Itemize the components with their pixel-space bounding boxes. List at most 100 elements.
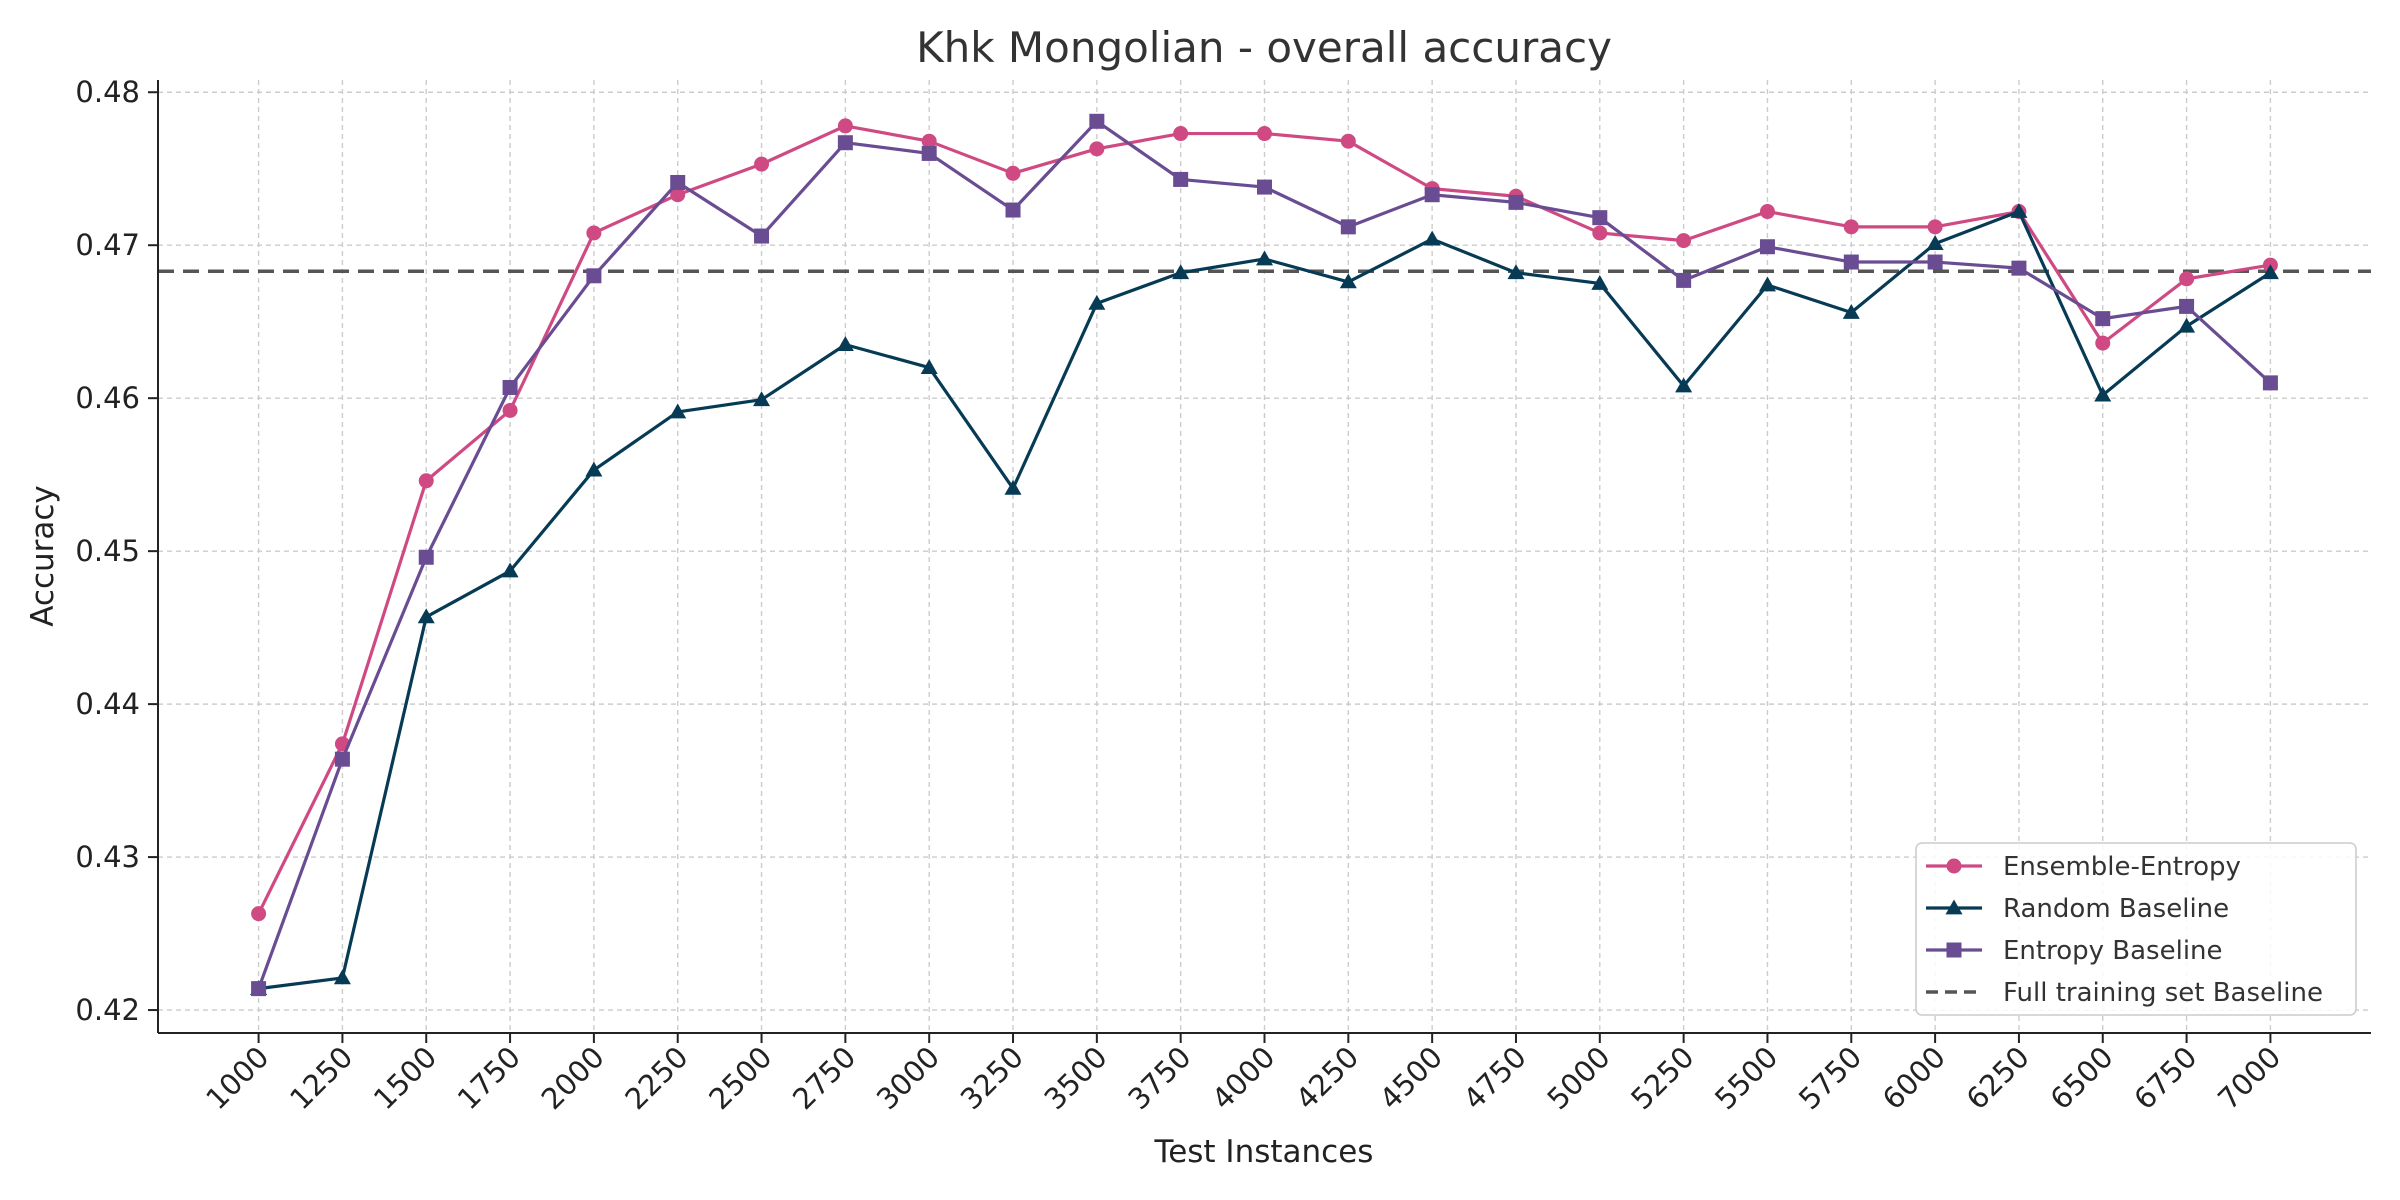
- x-tick-label: 1250: [283, 1040, 359, 1116]
- data-point: [1591, 274, 1609, 290]
- data-point: [2011, 260, 2027, 276]
- data-point: [1339, 273, 1357, 289]
- data-point: [2095, 311, 2111, 327]
- data-point: [670, 174, 686, 190]
- data-point: [418, 473, 434, 489]
- data-point: [1927, 219, 1943, 235]
- data-point: [1424, 187, 1440, 203]
- data-point: [586, 268, 602, 284]
- data-point: [1257, 179, 1272, 195]
- y-ticks: 0.42 0.43 0.44 0.45 0.46 0.47 0.48: [75, 75, 158, 1027]
- data-point: [501, 562, 519, 578]
- legend-item-full-training-set-baseline: Full training set Baseline: [1926, 978, 2323, 1008]
- data-point: [1340, 219, 1356, 235]
- x-tick-label: 5500: [1708, 1040, 1784, 1116]
- x-tick-label: 2750: [786, 1040, 862, 1116]
- x-tick-label: 1750: [451, 1040, 527, 1116]
- x-tick-label: 2250: [618, 1040, 694, 1116]
- x-tick-label: 7000: [2211, 1040, 2287, 1116]
- y-tick-label: 0.45: [75, 534, 140, 568]
- x-tick-label: 4250: [1289, 1040, 1365, 1116]
- data-point: [1089, 141, 1105, 157]
- x-tick-label: 2500: [702, 1040, 778, 1116]
- series: [250, 113, 2279, 997]
- data-point: [1926, 235, 1944, 251]
- legend-label: Entropy Baseline: [2003, 936, 2223, 966]
- data-point: [2179, 271, 2195, 287]
- data-point: [502, 379, 518, 395]
- x-tick-label: 4000: [1205, 1040, 1281, 1116]
- grid: [158, 80, 2371, 1033]
- data-point: [251, 981, 267, 997]
- data-point: [1173, 126, 1189, 142]
- data-point: [1676, 272, 1692, 288]
- data-point: [1005, 165, 1021, 181]
- data-point: [1423, 230, 1441, 246]
- data-point: [670, 187, 686, 203]
- data-point: [2010, 203, 2028, 218]
- y-tick-label: 0.42: [75, 993, 140, 1027]
- x-ticks: 1000 1250 1500 1750 2000 2250 2500 2750 3000 3250…: [199, 1033, 2287, 1116]
- data-point: [1592, 225, 1608, 241]
- data-point: [1256, 250, 1273, 266]
- data-point: [836, 336, 854, 352]
- series-ensemble-entropy: [251, 118, 2278, 922]
- legend-item-random-baseline: Random Baseline: [1926, 894, 2229, 924]
- y-axis-label: Accuracy: [25, 485, 61, 627]
- data-point: [333, 969, 351, 985]
- legend-frame: [1915, 842, 2357, 1016]
- x-tick-label: 6500: [2043, 1040, 2119, 1116]
- data-point: [1004, 479, 1022, 495]
- legend-label: Ensemble-Entropy: [2003, 852, 2241, 882]
- x-tick-label: 4750: [1457, 1040, 1533, 1116]
- data-point: [1172, 264, 1190, 280]
- data-point: [837, 135, 853, 151]
- x-tick-label: 6000: [1876, 1040, 1952, 1116]
- data-point: [1088, 294, 1106, 310]
- data-point: [1173, 171, 1189, 187]
- data-point: [334, 751, 350, 767]
- legend-label: Full training set Baseline: [2003, 978, 2323, 1008]
- x-tick-label: 2000: [535, 1040, 611, 1116]
- x-tick-label: 3000: [870, 1040, 946, 1116]
- data-point: [1508, 194, 1524, 210]
- x-tick-label: 3750: [1121, 1040, 1197, 1116]
- data-point: [1507, 264, 1525, 280]
- data-point: [585, 461, 603, 477]
- data-point: [1089, 113, 1105, 129]
- x-tick-label: 3500: [1038, 1040, 1114, 1116]
- x-tick-label: 5250: [1624, 1040, 1700, 1116]
- data-point: [1005, 202, 1021, 218]
- data-point: [754, 156, 770, 172]
- x-tick-label: 1500: [367, 1040, 443, 1116]
- data-point: [586, 225, 602, 241]
- y-tick-label: 0.48: [75, 75, 140, 109]
- y-tick-label: 0.47: [75, 228, 140, 262]
- legend-marker: [1946, 858, 1962, 874]
- data-point: [754, 228, 770, 244]
- data-point: [921, 145, 937, 161]
- x-tick-label: 5750: [1792, 1040, 1868, 1116]
- legend-marker: [1946, 942, 1962, 958]
- data-point: [2179, 298, 2195, 314]
- data-point: [2262, 375, 2278, 391]
- data-point: [1759, 204, 1775, 220]
- data-point: [2094, 386, 2112, 402]
- series-entropy-baseline: [251, 113, 2278, 997]
- x-axis-label: Test Instances: [1154, 1134, 1374, 1170]
- data-point: [1843, 254, 1859, 270]
- data-point: [418, 549, 434, 565]
- data-point: [1843, 219, 1859, 235]
- data-point: [1675, 377, 1693, 393]
- data-point: [1592, 210, 1608, 226]
- data-point: [417, 608, 435, 624]
- data-point: [837, 118, 853, 134]
- data-point: [921, 133, 937, 149]
- data-point: [251, 906, 267, 922]
- data-point: [1758, 276, 1776, 292]
- y-tick-label: 0.43: [75, 840, 140, 874]
- data-point: [2095, 335, 2111, 351]
- x-tick-label: 6250: [1960, 1040, 2036, 1116]
- legend-item-entropy-baseline: Entropy Baseline: [1926, 936, 2223, 966]
